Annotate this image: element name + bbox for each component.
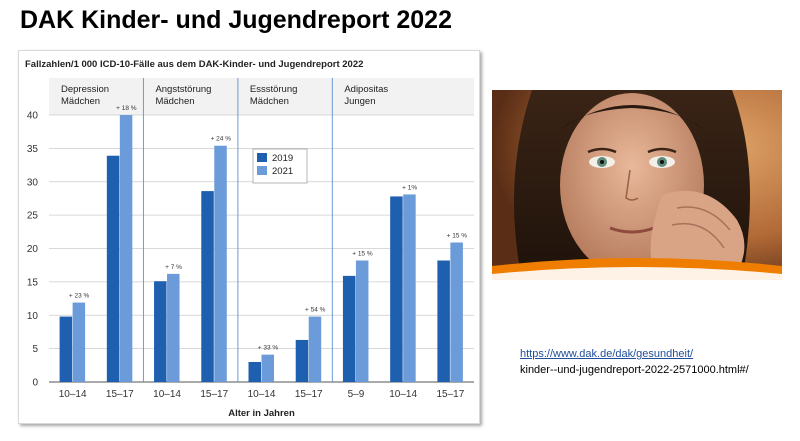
change-label: + 33 % — [258, 345, 279, 352]
legend-label: 2019 — [272, 153, 293, 164]
source-link[interactable]: https://www.dak.de/dak/gesundheit/ — [520, 348, 694, 360]
group-label-line1: Depression — [61, 84, 109, 95]
x-tick-label: 15–17 — [106, 389, 134, 400]
change-label: + 7 % — [165, 264, 182, 271]
y-tick-label: 15 — [27, 277, 39, 288]
change-label: + 23 % — [69, 293, 90, 300]
bar-2019 — [342, 275, 356, 382]
x-axis-title: Alter in Jahren — [228, 408, 295, 419]
bar-2021 — [308, 316, 322, 382]
bar-2019 — [59, 316, 73, 382]
change-label: + 15 % — [447, 232, 468, 239]
photo-illustration — [492, 90, 782, 280]
change-label: + 54 % — [305, 307, 326, 314]
y-tick-label: 30 — [27, 177, 39, 188]
legend-swatch-2021 — [257, 166, 267, 175]
y-tick-label: 5 — [32, 344, 38, 355]
y-tick-label: 0 — [32, 378, 38, 389]
bar-2019 — [437, 260, 450, 382]
y-tick-label: 20 — [27, 244, 39, 255]
group-label-line2: Jungen — [344, 96, 375, 107]
bar-2021 — [403, 194, 416, 382]
group-label-line2: Mädchen — [61, 96, 100, 107]
bar-2021 — [261, 354, 274, 382]
y-tick-label: 10 — [27, 311, 39, 322]
change-label: + 24 % — [211, 136, 232, 143]
group-header-band — [49, 78, 474, 115]
bar-2019 — [154, 281, 167, 382]
group-label-line2: Mädchen — [155, 96, 194, 107]
x-tick-label: 15–17 — [436, 389, 464, 400]
group-label-line1: Angststörung — [155, 84, 211, 95]
legend-label: 2021 — [272, 166, 293, 177]
bar-2019 — [248, 361, 261, 382]
x-tick-label: 10–14 — [153, 389, 181, 400]
bar-2019 — [106, 155, 120, 382]
bar-2021 — [119, 115, 133, 382]
chart-card: Fallzahlen/1 000 ICD-10-Fälle aus dem DA… — [18, 50, 480, 424]
change-label: + 1% — [402, 184, 417, 191]
change-label: + 15 % — [352, 251, 373, 258]
bar-2021 — [355, 260, 369, 382]
slide-title: DAK Kinder- und Jugendreport 2022 — [20, 6, 452, 34]
x-tick-label: 10–14 — [389, 389, 417, 400]
y-tick-label: 35 — [27, 144, 39, 155]
bar-2019 — [295, 339, 309, 382]
bar-2021 — [72, 302, 86, 382]
group-label-line1: Essstörung — [250, 84, 298, 95]
source-path: kinder--und-jugendreport-2022-2571000.ht… — [520, 364, 749, 376]
y-tick-label: 40 — [27, 111, 39, 122]
bar-2021 — [167, 273, 180, 382]
x-tick-label: 10–14 — [248, 389, 276, 400]
bar-2019 — [201, 191, 214, 382]
legend-swatch-2019 — [257, 153, 267, 162]
group-label-line1: Adipositas — [344, 84, 388, 95]
group-label-line2: Mädchen — [250, 96, 289, 107]
girl-portrait-photo — [492, 90, 782, 280]
chart-title: Fallzahlen/1 000 ICD-10-Fälle aus dem DA… — [25, 59, 363, 70]
bar-2019 — [390, 196, 403, 382]
x-tick-label: 15–17 — [200, 389, 228, 400]
x-tick-label: 10–14 — [59, 389, 87, 400]
bar-2021 — [214, 145, 227, 382]
bar-chart: Fallzahlen/1 000 ICD-10-Fälle aus dem DA… — [25, 59, 474, 419]
x-tick-label: 5–9 — [348, 389, 365, 400]
bar-2021 — [450, 242, 463, 382]
x-tick-label: 15–17 — [295, 389, 323, 400]
change-label: + 18 % — [116, 105, 137, 112]
y-tick-label: 25 — [27, 211, 39, 222]
